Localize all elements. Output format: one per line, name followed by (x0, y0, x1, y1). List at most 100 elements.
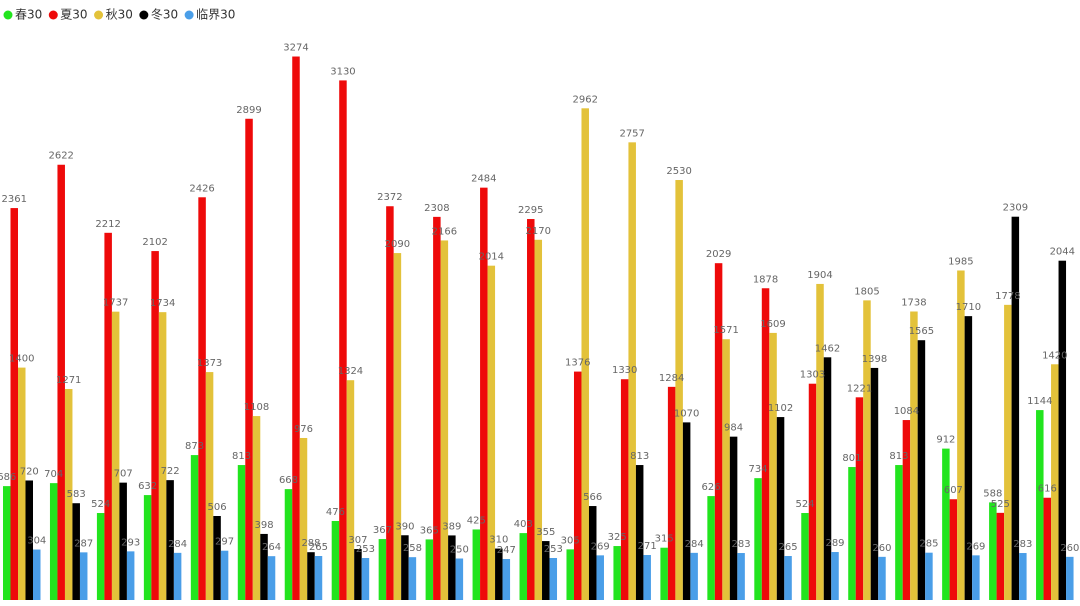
value-label: 265 (779, 542, 798, 553)
value-label: 253 (356, 544, 375, 555)
bar (331, 520, 340, 600)
bar (620, 379, 629, 600)
bar (220, 550, 229, 600)
value-label: 707 (114, 469, 133, 480)
value-label: 720 (20, 466, 39, 477)
value-label: 315 (655, 534, 674, 545)
legend-marker (184, 10, 194, 20)
bar (925, 552, 933, 600)
value-label: 310 (489, 535, 508, 546)
bar (245, 118, 253, 601)
bar (549, 558, 558, 600)
value-label: 1102 (768, 403, 793, 414)
bar (1011, 216, 1020, 600)
value-label: 3274 (283, 43, 308, 54)
value-label: 813 (630, 451, 649, 462)
bar (784, 556, 792, 600)
bar (855, 397, 864, 600)
bar (190, 455, 199, 600)
bar (870, 367, 879, 600)
value-label: 2530 (666, 166, 691, 177)
bar (527, 219, 535, 600)
value-label: 253 (544, 544, 563, 555)
value-label: 2212 (95, 219, 120, 230)
bar (292, 56, 300, 601)
value-label: 1376 (565, 358, 590, 369)
legend-label: 临界30 (196, 8, 235, 22)
bar (754, 478, 762, 600)
value-label: 264 (262, 542, 281, 553)
bar (33, 549, 41, 600)
value-label: 1070 (674, 408, 699, 419)
value-label: 307 (348, 535, 367, 546)
bar (566, 549, 574, 600)
bar (433, 216, 441, 600)
value-label: 2372 (377, 192, 402, 203)
value-label: 285 (919, 539, 938, 550)
value-label: 686 (0, 472, 16, 483)
bar (722, 339, 730, 600)
value-label: 1738 (901, 297, 926, 308)
bar (64, 389, 73, 600)
value-label: 813 (232, 451, 251, 462)
bar (823, 357, 832, 600)
value-label: 265 (309, 542, 328, 553)
value-label: 1303 (800, 370, 825, 381)
bar (848, 467, 856, 600)
bar (707, 496, 715, 600)
bar (1043, 497, 1052, 600)
value-label: 1221 (847, 383, 872, 394)
value-label: 260 (872, 543, 891, 554)
bar (714, 263, 723, 600)
value-label: 1710 (956, 302, 981, 313)
bar (401, 535, 409, 600)
value-label: 801 (842, 453, 861, 464)
bar (542, 541, 550, 600)
value-label: 2962 (573, 94, 598, 105)
bar (314, 556, 323, 600)
value-label: 367 (373, 525, 392, 536)
legend-label: 夏30 (60, 8, 87, 22)
bar (737, 553, 745, 600)
bar (831, 552, 839, 600)
value-label: 288 (301, 538, 320, 549)
bar (816, 283, 824, 600)
bar (902, 420, 911, 600)
legend-label: 春30 (15, 8, 42, 22)
value-label: 524 (91, 499, 110, 510)
bar (354, 549, 362, 600)
value-label: 269 (591, 541, 610, 552)
bar (1066, 556, 1074, 600)
bar (660, 547, 668, 600)
value-label: 976 (294, 424, 313, 435)
value-label: 1565 (909, 326, 934, 337)
value-label: 2170 (526, 226, 551, 237)
value-label: 1904 (807, 270, 832, 281)
value-label: 1462 (815, 343, 840, 354)
value-label: 1144 (1027, 396, 1052, 407)
bar (104, 232, 112, 601)
value-label: 525 (991, 499, 1010, 510)
legend-marker (3, 10, 13, 20)
value-label: 2090 (385, 239, 410, 250)
bar (480, 187, 488, 600)
value-label: 1330 (612, 365, 637, 376)
bar (96, 513, 105, 600)
bar (729, 436, 738, 600)
value-label: 583 (67, 489, 86, 500)
bar (519, 533, 528, 600)
bar (151, 251, 159, 600)
bar (57, 164, 65, 601)
bar (361, 558, 370, 600)
value-label: 506 (208, 502, 227, 513)
value-label: 626 (702, 482, 721, 493)
bar (205, 372, 214, 600)
value-label: 2622 (48, 151, 73, 162)
value-label: 1420 (1042, 350, 1067, 361)
legend-marker (48, 10, 58, 20)
value-label: 355 (536, 527, 555, 538)
value-label: 250 (450, 545, 469, 556)
value-label: 1400 (9, 354, 34, 365)
value-label: 2102 (142, 237, 167, 248)
